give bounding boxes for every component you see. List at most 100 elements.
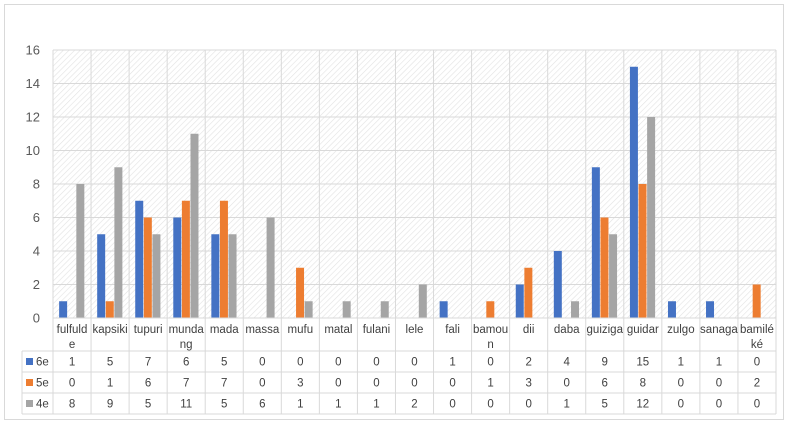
- table-cell-value: 6: [183, 357, 189, 369]
- bar: [553, 251, 562, 318]
- bar: [181, 200, 190, 318]
- y-tick-label: 14: [26, 76, 40, 91]
- legend-swatch: [26, 358, 33, 365]
- category-label: sanaga: [700, 324, 738, 336]
- category-label: fali: [445, 324, 460, 336]
- y-tick-label: 6: [33, 210, 40, 225]
- bar: [304, 301, 313, 318]
- bar: [609, 234, 618, 318]
- y-tick-label: 4: [33, 244, 40, 259]
- bar: [667, 301, 676, 318]
- table-cell-value: 9: [107, 399, 113, 411]
- table-cell-value: 0: [411, 357, 417, 369]
- category-label: fulfuld: [57, 324, 88, 336]
- bar: [591, 167, 600, 318]
- category-label: fulani: [363, 324, 391, 336]
- bar: [143, 217, 152, 318]
- y-tick-label: 0: [33, 311, 40, 326]
- table-cell-value: 0: [525, 399, 531, 411]
- table-cell-value: 1: [69, 357, 75, 369]
- table-cell-value: 5: [221, 399, 227, 411]
- category-label: massa: [245, 324, 279, 336]
- table-cell-value: 1: [564, 399, 570, 411]
- table-cell-value: 0: [487, 357, 493, 369]
- table-cell-value: 0: [678, 399, 684, 411]
- y-tick-label: 8: [33, 177, 40, 192]
- bar: [647, 117, 656, 318]
- category-label: ng: [180, 339, 193, 351]
- category-label: ké: [751, 339, 763, 351]
- table-cell-value: 3: [297, 378, 303, 390]
- table-cell-value: 0: [449, 378, 455, 390]
- table-cell-value: 5: [107, 357, 113, 369]
- table-cell-value: 2: [411, 399, 417, 411]
- bar: [105, 301, 114, 318]
- table-cell-value: 7: [145, 357, 151, 369]
- table-cell-value: 8: [69, 399, 75, 411]
- bar: [211, 234, 220, 318]
- table-cell-value: 0: [716, 378, 722, 390]
- table-cell-value: 1: [297, 399, 303, 411]
- table-cell-value: 0: [297, 357, 303, 369]
- y-tick-label: 2: [33, 277, 40, 292]
- bar: [706, 301, 715, 318]
- bar: [76, 184, 85, 318]
- table-cell-value: 0: [335, 378, 341, 390]
- table-cell-value: 1: [716, 357, 722, 369]
- bar: [228, 234, 237, 318]
- category-label: matal: [324, 324, 352, 336]
- table-cell-value: 8: [640, 378, 646, 390]
- category-label: dii: [523, 324, 535, 336]
- legend-swatch: [26, 400, 33, 407]
- table-cell-value: 1: [487, 378, 493, 390]
- category-label: bamilé: [740, 324, 774, 336]
- y-tick-label: 12: [26, 110, 40, 125]
- table-cell-value: 0: [754, 399, 760, 411]
- table-cell-value: 6: [602, 378, 608, 390]
- table-cell-value: 9: [602, 357, 608, 369]
- bar: [219, 200, 228, 318]
- bar: [173, 217, 182, 318]
- bar: [190, 133, 199, 318]
- table-cell-value: 5: [602, 399, 608, 411]
- table-cell-value: 0: [678, 378, 684, 390]
- bar: [296, 267, 305, 318]
- y-tick-label: 16: [26, 43, 40, 58]
- bar: [600, 217, 609, 318]
- table-cell-value: 1: [678, 357, 684, 369]
- bar: [629, 66, 638, 318]
- legend-swatch: [26, 379, 33, 386]
- bar: [380, 301, 389, 318]
- category-label: kapsiki: [93, 324, 128, 336]
- bar: [752, 284, 761, 318]
- legend-label: 6e: [36, 357, 49, 369]
- table-cell-value: 0: [259, 378, 265, 390]
- table-cell-value: 1: [107, 378, 113, 390]
- table-cell-value: 0: [449, 399, 455, 411]
- table-cell-value: 5: [145, 399, 151, 411]
- table-cell-value: 1: [335, 399, 341, 411]
- table-cell-value: 4: [564, 357, 571, 369]
- table-cell-value: 0: [335, 357, 341, 369]
- table-cell-value: 15: [636, 357, 649, 369]
- table-cell-value: 0: [373, 357, 379, 369]
- table-cell-value: 0: [69, 378, 75, 390]
- legend-label: 4e: [36, 399, 49, 411]
- bar: [97, 234, 106, 318]
- bar: [515, 284, 524, 318]
- table-cell-value: 2: [754, 378, 760, 390]
- table-cell-value: 0: [411, 378, 417, 390]
- bar: [439, 301, 448, 318]
- category-label: n: [487, 339, 493, 351]
- bar: [59, 301, 68, 318]
- category-label: lele: [406, 324, 424, 336]
- table-cell-value: 0: [564, 378, 570, 390]
- table-cell-value: 2: [525, 357, 531, 369]
- table-cell-value: 0: [716, 399, 722, 411]
- table-cell-value: 12: [636, 399, 649, 411]
- category-label: mada: [210, 324, 239, 336]
- category-label: daba: [554, 324, 580, 336]
- category-label: guiziga: [587, 324, 624, 336]
- category-label: mufu: [288, 324, 314, 336]
